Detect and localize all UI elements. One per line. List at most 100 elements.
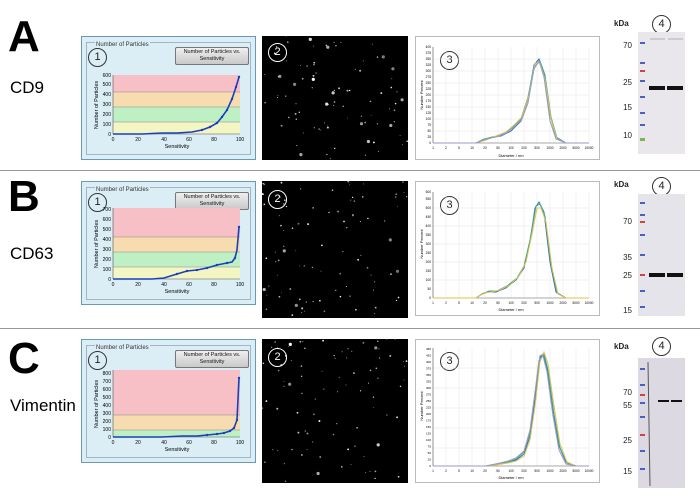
panel-marker-3: 3 xyxy=(440,51,459,70)
particle-dot xyxy=(331,91,335,95)
row-name: CD63 xyxy=(10,244,54,263)
particle-dot xyxy=(290,359,292,362)
panel-marker-3: 3 xyxy=(440,196,459,215)
xtick: 80 xyxy=(211,137,217,143)
particle-dot xyxy=(312,78,315,80)
particle-dot xyxy=(394,196,397,198)
particle-dot xyxy=(278,259,280,261)
zone-yellow xyxy=(113,122,240,134)
particle-dot xyxy=(285,95,287,97)
mw-label: 55 xyxy=(623,401,632,410)
ytick: 0 xyxy=(429,141,431,145)
panel-marker-4: 4 xyxy=(652,337,671,356)
panel-marker-2: 2 xyxy=(268,190,287,209)
particle-dot xyxy=(264,101,267,104)
xtick: 0 xyxy=(112,137,115,143)
ytick: 300 xyxy=(103,411,112,417)
xtick: 20 xyxy=(483,146,487,150)
particle-dot xyxy=(395,299,398,302)
xtick: 2 xyxy=(445,146,447,150)
particle-dot xyxy=(264,73,266,75)
xtick: 5 xyxy=(458,301,460,305)
particle-dot xyxy=(294,112,297,115)
row-c: C Vimentin Number of Particles Number of… xyxy=(0,328,700,497)
ylabel: Number Percent xyxy=(419,80,424,110)
particle-dot xyxy=(274,251,276,253)
particle-dot xyxy=(304,310,306,312)
particle-dot xyxy=(334,289,337,292)
size-distribution-chart: Number Percent Diameter / nm 0 25 50 75 … xyxy=(419,45,594,158)
xlabel: Diameter / nm xyxy=(498,307,524,312)
xtick: 40 xyxy=(161,282,167,288)
particle-dot xyxy=(351,214,354,216)
particle-dot xyxy=(346,89,349,92)
ytick: 300 xyxy=(103,247,112,253)
ytick: 100 xyxy=(103,427,112,433)
panel-marker-2: 2 xyxy=(268,348,287,367)
ytick: 250 xyxy=(426,399,431,403)
particle-dot xyxy=(355,308,357,311)
xtick: 80 xyxy=(211,282,217,288)
ytick: 375 xyxy=(426,367,431,371)
particle-dot xyxy=(318,420,321,422)
particle-dot xyxy=(301,307,304,310)
ytick: 450 xyxy=(426,215,432,219)
particle-dot xyxy=(364,154,367,156)
xtick: 1000 xyxy=(546,469,553,473)
sensitivity-panel: Number of Particles Number of Particles … xyxy=(81,339,256,463)
size-distribution-chart: Number Percent Diameter / nm 0 50 100 15… xyxy=(419,190,594,312)
particle-dot xyxy=(353,372,355,374)
sensitivity-chart: 0 100 200 300 400 500 600 700 0 20 40 60… xyxy=(94,207,244,295)
xtick: 50 xyxy=(496,301,500,305)
mw-label: 70 xyxy=(623,41,632,50)
particle-dot xyxy=(339,295,342,298)
row-letter: B xyxy=(8,172,40,221)
particle-dot xyxy=(357,258,360,261)
xtick: 2 xyxy=(445,469,447,473)
particle-dot xyxy=(342,250,344,253)
particle-dot xyxy=(367,217,369,220)
row-divider xyxy=(0,328,700,329)
xtick: 10 xyxy=(470,301,474,305)
particle-dot xyxy=(406,140,408,142)
particle-dot xyxy=(278,370,280,372)
xtick: 10 xyxy=(470,469,474,473)
ytick: 275 xyxy=(426,75,432,79)
ytick: 550 xyxy=(426,197,432,201)
panel-marker-2: 2 xyxy=(268,43,287,62)
groupbox-label: Number of Particles xyxy=(95,42,150,48)
particle-dot xyxy=(388,108,390,110)
particle-dot xyxy=(295,118,298,121)
western-blot-panel: kDa 4 70 35 25 15 xyxy=(610,176,685,326)
ytick: 425 xyxy=(426,354,431,358)
sensitivity-panel: Number of Particles Number of Particles … xyxy=(81,181,256,305)
particle-dot xyxy=(313,63,315,66)
ytick: 125 xyxy=(426,432,431,436)
ylabel: Number of Particles xyxy=(94,81,100,130)
xtick: 5000 xyxy=(572,469,579,473)
particle-dot xyxy=(366,139,370,144)
xtick: 10000 xyxy=(585,301,594,305)
blot-image xyxy=(638,194,685,316)
particle-dot xyxy=(376,443,380,447)
particle-dot xyxy=(275,261,277,263)
particle-dot xyxy=(299,153,303,157)
ytick: 400 xyxy=(426,360,431,364)
particle-dot xyxy=(333,101,336,103)
particle-dot xyxy=(313,45,314,47)
xtick: 0 xyxy=(112,440,115,446)
particle-dot xyxy=(301,312,303,314)
xtick: 40 xyxy=(161,440,167,446)
particles-vs-sensitivity-button[interactable]: Number of Particles vs. Sensitivity xyxy=(175,47,249,65)
particle-dot xyxy=(381,55,385,59)
particle-dot xyxy=(283,381,285,382)
particle-dot xyxy=(374,477,376,480)
xtick: 60 xyxy=(186,282,192,288)
particle-dot xyxy=(396,91,398,93)
size-distribution-panel: 3 Number Percent Diameter / nm 0 50 100 xyxy=(415,181,600,316)
panel-marker-1: 1 xyxy=(88,351,107,370)
particle-dot xyxy=(351,350,353,352)
particle-dot xyxy=(274,341,276,343)
particles-vs-sensitivity-button[interactable]: Number of Particles vs. Sensitivity xyxy=(175,350,249,368)
particle-dot xyxy=(280,124,283,127)
